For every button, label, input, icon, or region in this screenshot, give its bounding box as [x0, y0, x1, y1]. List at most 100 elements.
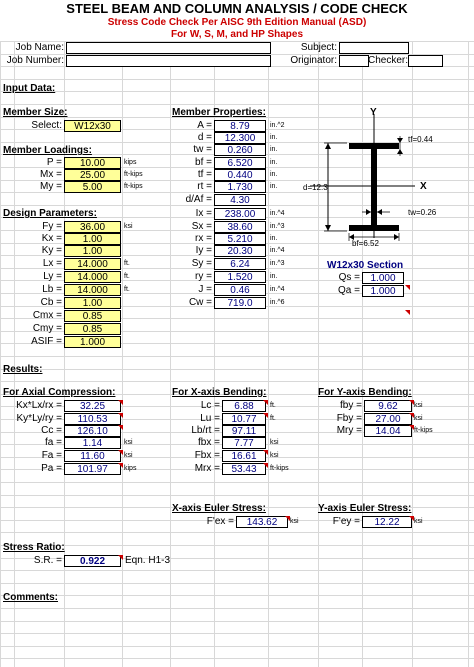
property-unit: in.^2 — [270, 122, 285, 129]
design-param-input[interactable]: 14.000 — [64, 284, 121, 296]
gridline — [0, 104, 474, 105]
originator-field[interactable] — [339, 55, 369, 67]
gridline — [0, 41, 1, 667]
design-param-input[interactable]: 1.00 — [64, 297, 121, 309]
design-param-input[interactable]: 0.85 — [64, 310, 121, 322]
axial-heading: For Axial Compression: — [3, 387, 116, 398]
property-label: ry = — [195, 271, 212, 282]
member-size-heading: Member Size: — [3, 107, 68, 118]
property-value: 6.24 — [214, 258, 266, 270]
y-bending-value: 9.62 — [364, 400, 412, 412]
x-bending-value: 7.77 — [222, 437, 266, 449]
gridline — [468, 41, 469, 667]
gridline — [0, 558, 474, 559]
x-bending-label: Fbx = — [194, 450, 220, 461]
comment-marker — [409, 516, 414, 521]
subject-field[interactable] — [339, 42, 409, 54]
x-euler-unit: ksi — [290, 518, 299, 525]
comment-marker — [118, 400, 123, 405]
gridline — [0, 394, 474, 395]
loading-input[interactable]: 10.00 — [64, 157, 121, 169]
tw-label: tw=0.26 — [408, 208, 437, 217]
comment-marker — [405, 285, 410, 290]
property-value: 0.46 — [214, 284, 266, 296]
comment-marker — [263, 463, 268, 468]
y-bending-unit: ksi — [414, 402, 423, 409]
gridline — [0, 381, 474, 382]
gridline — [0, 646, 474, 647]
design-param-input[interactable]: 14.000 — [64, 258, 121, 270]
gridline — [64, 41, 65, 667]
design-param-input[interactable]: 0.85 — [64, 323, 121, 335]
axial-unit: kips — [124, 465, 137, 472]
design-param-label: Ly = — [43, 271, 62, 282]
property-value: 4.30 — [214, 194, 266, 206]
y-bending-value: 14.04 — [364, 425, 412, 437]
axial-label: Cc = — [41, 425, 62, 436]
gridline — [412, 41, 413, 667]
axial-unit: ksi — [124, 439, 133, 446]
comment-marker — [118, 425, 123, 430]
loading-input[interactable]: 25.00 — [64, 169, 121, 181]
x-euler-value: 143.62 — [236, 516, 288, 528]
design-param-input[interactable]: 1.000 — [64, 336, 121, 348]
axial-label: Ky*Ly/ry = — [16, 413, 62, 424]
design-param-input[interactable]: 14.000 — [64, 271, 121, 283]
y-bending-label: fby = — [340, 400, 362, 411]
y-bending-label: Mry = — [336, 425, 362, 436]
job-name-field[interactable] — [66, 42, 271, 54]
job-number-label: Job Number: — [6, 55, 64, 66]
design-param-input[interactable]: 36.00 — [64, 221, 121, 233]
input-data-heading: Input Data: — [3, 83, 56, 94]
design-param-label: Cmy = — [32, 323, 62, 334]
x-bending-unit: ft. — [270, 402, 276, 409]
property-unit: in. — [270, 273, 278, 280]
x-bending-heading: For X-axis Bending: — [172, 387, 267, 398]
comment-marker — [118, 450, 123, 455]
gridline — [0, 482, 474, 483]
design-param-unit: ksi — [124, 223, 133, 230]
d-label: d=12.3 — [303, 183, 328, 192]
design-param-input[interactable]: 1.00 — [64, 233, 121, 245]
property-value: 12.300 — [214, 132, 266, 144]
property-label: rx = — [195, 233, 212, 244]
gridline — [14, 41, 15, 667]
comment-marker — [263, 400, 268, 405]
y-euler-unit: ksi — [414, 518, 423, 525]
qa-value: 1.000 — [362, 285, 404, 297]
job-name-label: Job Name: — [15, 42, 64, 53]
comment-marker — [263, 413, 268, 418]
y-bending-value: 27.00 — [364, 413, 412, 425]
property-label: J = — [198, 284, 212, 295]
x-axis-label: X — [420, 181, 427, 192]
gridline — [170, 41, 171, 667]
member-size-select[interactable]: W12x30 — [64, 120, 121, 132]
x-bending-unit: ksi — [270, 452, 279, 459]
design-param-label: Lb = — [42, 284, 62, 295]
design-param-unit: ft. — [124, 286, 130, 293]
axial-value: 1.14 — [64, 437, 121, 449]
axial-label: Pa = — [41, 463, 62, 474]
property-value: 0.260 — [214, 144, 266, 156]
property-label: rt = — [197, 181, 212, 192]
gridline — [0, 41, 474, 42]
gridline — [318, 41, 319, 667]
design-param-label: Cmx = — [32, 310, 62, 321]
loading-unit: ft-kips — [124, 183, 143, 190]
gridline — [268, 41, 269, 667]
sheet-subtitle-2: For W, S, M, and HP Shapes — [170, 29, 304, 40]
checker-field[interactable] — [408, 55, 443, 67]
gridline — [0, 331, 474, 332]
loading-input[interactable]: 5.00 — [64, 181, 121, 193]
gridline — [0, 595, 474, 596]
gridline — [0, 343, 474, 344]
design-param-input[interactable]: 1.00 — [64, 245, 121, 257]
loading-unit: ft-kips — [124, 171, 143, 178]
job-number-field[interactable] — [66, 55, 271, 67]
property-value: 20.30 — [214, 245, 266, 257]
sheet-title: STEEL BEAM AND COLUMN ANALYSIS / CODE CH… — [66, 1, 408, 16]
design-param-unit: ft. — [124, 260, 130, 267]
stress-ratio-heading: Stress Ratio: — [3, 542, 65, 553]
w-section-diagram — [310, 114, 415, 241]
